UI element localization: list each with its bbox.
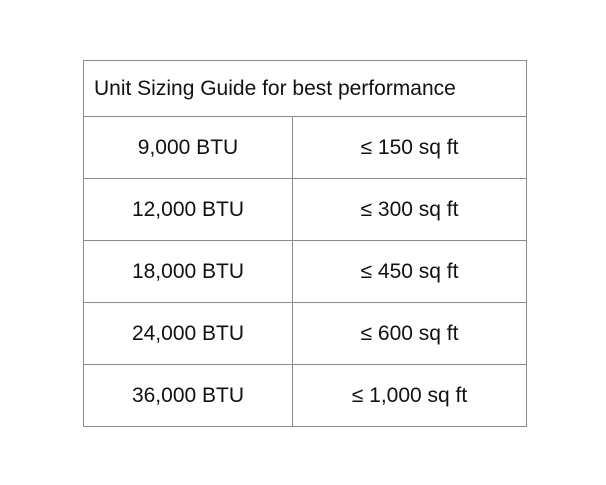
table-row: 12,000 BTU ≤ 300 sq ft — [83, 178, 527, 241]
table-row: 24,000 BTU ≤ 600 sq ft — [83, 302, 527, 365]
table-title: Unit Sizing Guide for best performance — [83, 60, 527, 117]
area-cell: ≤ 150 sq ft — [292, 116, 527, 179]
area-cell: ≤ 450 sq ft — [292, 240, 527, 303]
capacity-cell: 18,000 BTU — [83, 240, 293, 303]
capacity-cell: 36,000 BTU — [83, 364, 293, 427]
table-row: 9,000 BTU ≤ 150 sq ft — [83, 116, 527, 179]
table-row: 36,000 BTU ≤ 1,000 sq ft — [83, 364, 527, 427]
area-cell: ≤ 300 sq ft — [292, 178, 527, 241]
area-cell: ≤ 1,000 sq ft — [292, 364, 527, 427]
area-cell: ≤ 600 sq ft — [292, 302, 527, 365]
capacity-cell: 9,000 BTU — [83, 116, 293, 179]
table-header-row: Unit Sizing Guide for best performance — [83, 60, 527, 117]
table-row: 18,000 BTU ≤ 450 sq ft — [83, 240, 527, 303]
capacity-cell: 12,000 BTU — [83, 178, 293, 241]
sizing-guide-table: Unit Sizing Guide for best performance 9… — [83, 60, 527, 427]
capacity-cell: 24,000 BTU — [83, 302, 293, 365]
